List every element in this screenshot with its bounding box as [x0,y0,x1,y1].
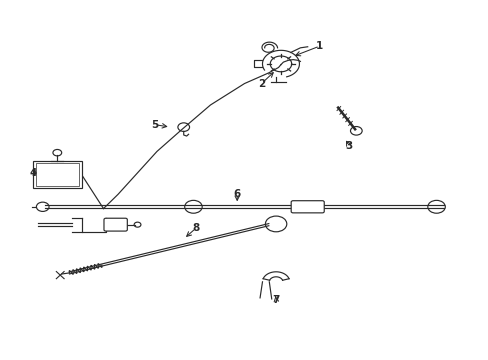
Text: 1: 1 [316,41,323,51]
FancyBboxPatch shape [104,218,127,231]
Text: 8: 8 [192,223,199,233]
FancyBboxPatch shape [33,161,81,188]
Text: 5: 5 [151,120,158,130]
Text: 3: 3 [345,141,352,151]
Text: 4: 4 [29,168,37,178]
Text: 6: 6 [233,189,240,199]
FancyBboxPatch shape [36,163,79,186]
Text: 2: 2 [257,78,264,89]
FancyBboxPatch shape [290,201,324,213]
Text: 7: 7 [272,295,279,305]
